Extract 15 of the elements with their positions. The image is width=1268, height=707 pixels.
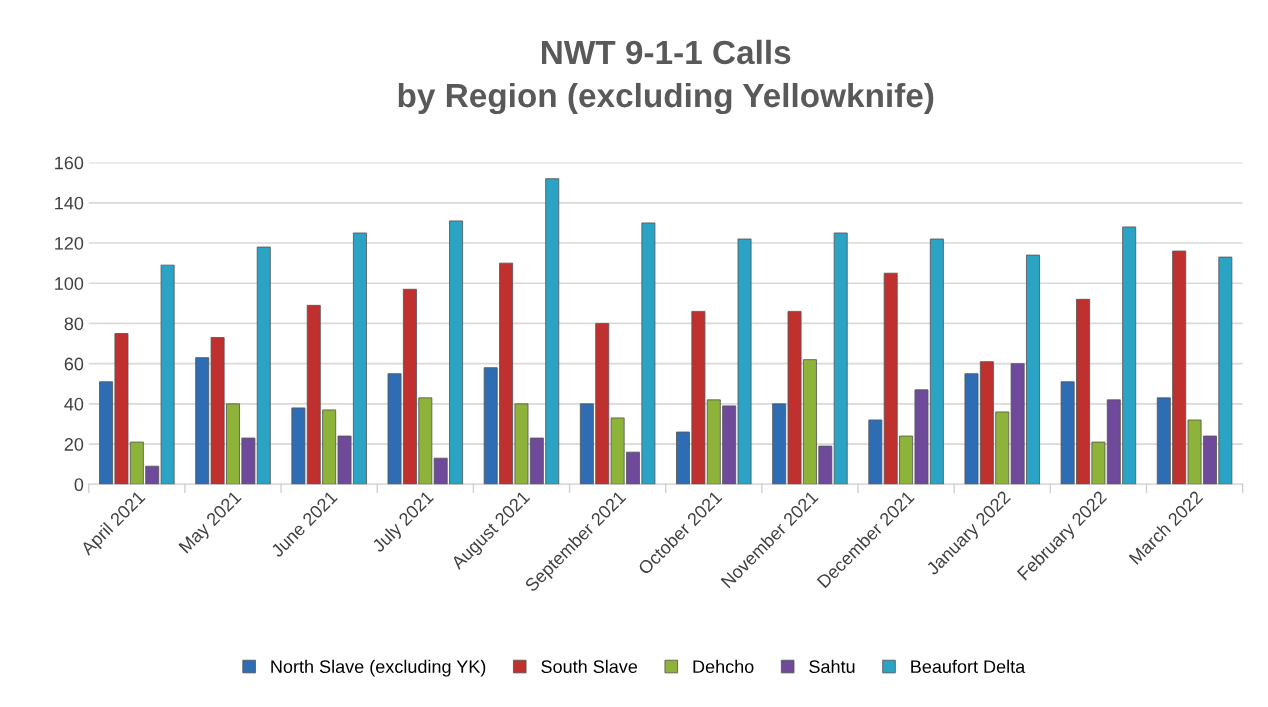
y-tick-label: 80 [64, 317, 84, 331]
legend-label: Sahtu [809, 659, 855, 674]
y-tick-label: 140 [55, 196, 84, 210]
y-tick-label: 120 [55, 236, 84, 250]
y-tick-label: 40 [64, 397, 84, 411]
y-tick-label: 0 [74, 478, 84, 492]
y-tick-label: 20 [64, 438, 84, 451]
y-tick-label: 160 [55, 156, 84, 170]
y-tick-label: 100 [55, 277, 84, 290]
legend-label: North Slave (excluding YK) [271, 659, 486, 677]
legend-label: Dehcho [693, 659, 754, 674]
legend-label: South Slave [541, 659, 638, 674]
y-tick-label: 60 [64, 357, 84, 371]
legend-label: Beaufort Delta [911, 659, 1026, 674]
chart-title: NWT 9-1-1 Calls by Region (excluding Yellowknife) [398, 39, 934, 115]
